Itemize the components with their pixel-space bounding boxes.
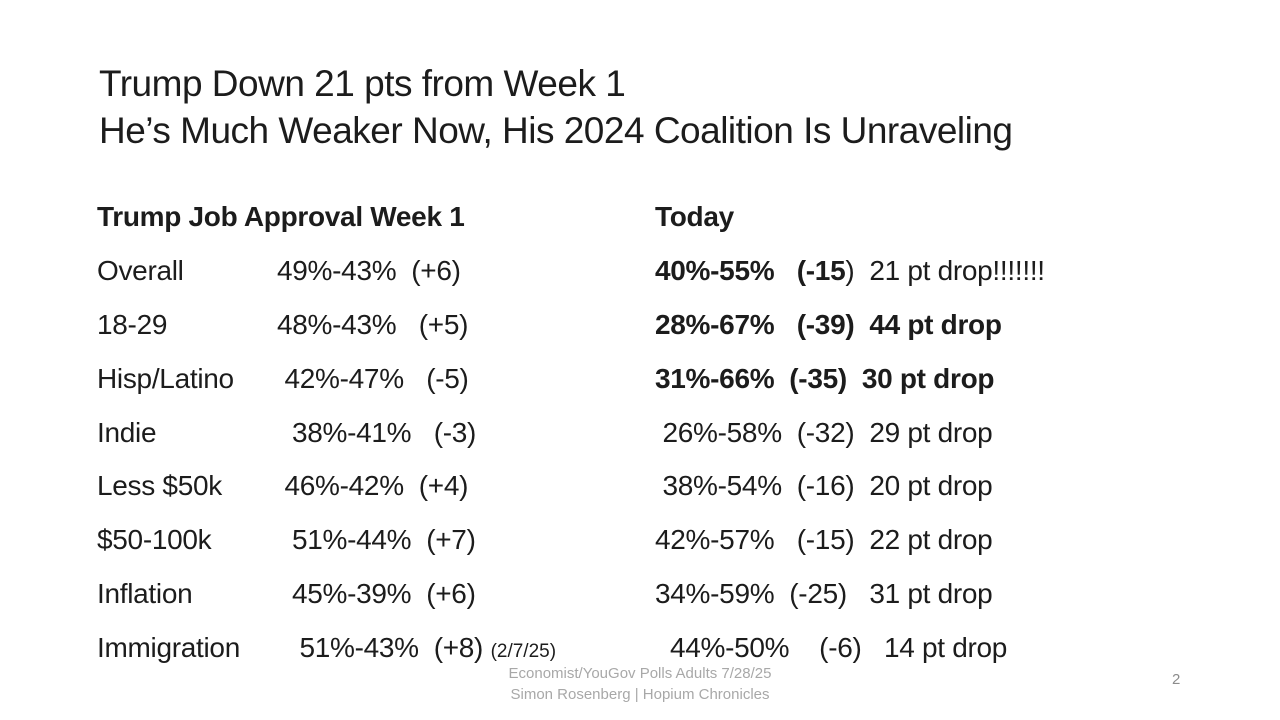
column-header-today: Today — [655, 200, 734, 232]
table-row-50-100k: $50-100k 51%-44% (+7) 42%-57% (-15) 22 p… — [97, 513, 1217, 567]
week1-value: 45%-39% (+6) — [277, 578, 655, 610]
today-value: 38%-54% (-16) 20 pt drop — [655, 470, 1217, 502]
row-label: $50-100k — [97, 524, 212, 556]
week1-numbers: 45%-39% (+6) — [277, 578, 476, 610]
source-footer: Economist/YouGov Polls Adults 7/28/25 Si… — [0, 663, 1280, 705]
week1-value: 51%-43% (+8) (2/7/25) — [277, 632, 655, 664]
week1-numbers: 46%-42% (+4) — [277, 470, 469, 502]
week1-numbers: 48%-43% (+5) — [277, 308, 469, 340]
week1-date-note: (2/7/25) — [490, 641, 557, 663]
today-regular-part: 38%-54% (-16) 20 pt drop — [655, 470, 993, 502]
week1-value: 46%-42% (+4) — [277, 470, 655, 502]
table-row-less-50k: Less $50k 46%-42% (+4) 38%-54% (-16) 20 … — [97, 459, 1217, 513]
today-value: 42%-57% (-15) 22 pt drop — [655, 524, 1217, 556]
week1-value: 51%-44% (+7) — [277, 524, 655, 556]
table-row-indie: Indie 38%-41% (-3) 26%-58% (-32) 29 pt d… — [97, 406, 1217, 460]
row-label: Hisp/Latino — [97, 362, 234, 394]
row-label: Immigration — [97, 632, 240, 664]
today-regular-part: 44%-50% (-6) 14 pt drop — [655, 632, 1008, 664]
slide-title: Trump Down 21 pts from Week 1 He’s Much … — [99, 60, 1013, 154]
today-value: 31%-66% (-35) 30 pt drop — [655, 363, 1217, 395]
row-label: Indie — [97, 416, 157, 448]
today-value: 44%-50% (-6) 14 pt drop — [655, 632, 1217, 664]
page-number: 2 — [1172, 671, 1181, 688]
table-row-18-29: 18-29 48%-43% (+5) 28%-67% (-39) 44 pt d… — [97, 298, 1217, 352]
footer-author-line: Simon Rosenberg | Hopium Chronicles — [510, 686, 770, 703]
table-row-hisp-latino: Hisp/Latino 42%-47% (-5) 31%-66% (-35) 3… — [97, 352, 1217, 406]
week1-value: 48%-43% (+5) — [277, 309, 655, 341]
table-row-immigration: Immigration 51%-43% (+8) (2/7/25) 44%-50… — [97, 621, 1217, 675]
today-value: 40%-55% (-15) 21 pt drop!!!!!!! — [655, 255, 1217, 287]
today-bold-part: 28%-67% (-39) 44 pt drop — [655, 308, 1002, 340]
title-line-1: Trump Down 21 pts from Week 1 — [99, 63, 626, 104]
today-bold-part: 40%-55% (-15 — [655, 254, 846, 286]
row-label: Inflation — [97, 578, 193, 610]
title-line-2: He’s Much Weaker Now, His 2024 Coalition… — [99, 110, 1013, 151]
footer-source-line: Economist/YouGov Polls Adults 7/28/25 — [508, 665, 772, 682]
today-value: 28%-67% (-39) 44 pt drop — [655, 309, 1217, 341]
week1-numbers: 51%-43% (+8) — [277, 632, 491, 664]
today-regular-part: 42%-57% (-15) 22 pt drop — [655, 524, 993, 556]
today-bold-part: 31%-66% (-35) 30 pt drop — [655, 362, 995, 394]
week1-numbers: 42%-47% (-5) — [277, 362, 469, 394]
today-value: 34%-59% (-25) 31 pt drop — [655, 578, 1217, 610]
week1-numbers: 51%-44% (+7) — [277, 524, 476, 556]
table-row-overall: Overall 49%-43% (+6) 40%-55% (-15) 21 pt… — [97, 244, 1217, 298]
week1-numbers: 49%-43% (+6) — [277, 254, 461, 286]
column-header-week1: Trump Job Approval Week 1 — [97, 200, 465, 232]
today-regular-part: 34%-59% (-25) 31 pt drop — [655, 578, 993, 610]
week1-value: 38%-41% (-3) — [277, 417, 655, 449]
week1-numbers: 38%-41% (-3) — [277, 416, 477, 448]
table-header-row: Trump Job Approval Week 1 Today — [97, 190, 1217, 244]
today-value: 26%-58% (-32) 29 pt drop — [655, 417, 1217, 449]
week1-value: 42%-47% (-5) — [277, 363, 655, 395]
table-row-inflation: Inflation 45%-39% (+6) 34%-59% (-25) 31 … — [97, 567, 1217, 621]
row-label: Less $50k — [97, 470, 222, 502]
today-regular-part: ) 21 pt drop!!!!!!! — [845, 254, 1045, 286]
row-label: 18-29 — [97, 308, 168, 340]
approval-table: Trump Job Approval Week 1 Today Overall … — [97, 190, 1217, 675]
week1-value: 49%-43% (+6) — [277, 255, 655, 287]
row-label: Overall — [97, 254, 184, 286]
today-regular-part: 26%-58% (-32) 29 pt drop — [655, 416, 993, 448]
